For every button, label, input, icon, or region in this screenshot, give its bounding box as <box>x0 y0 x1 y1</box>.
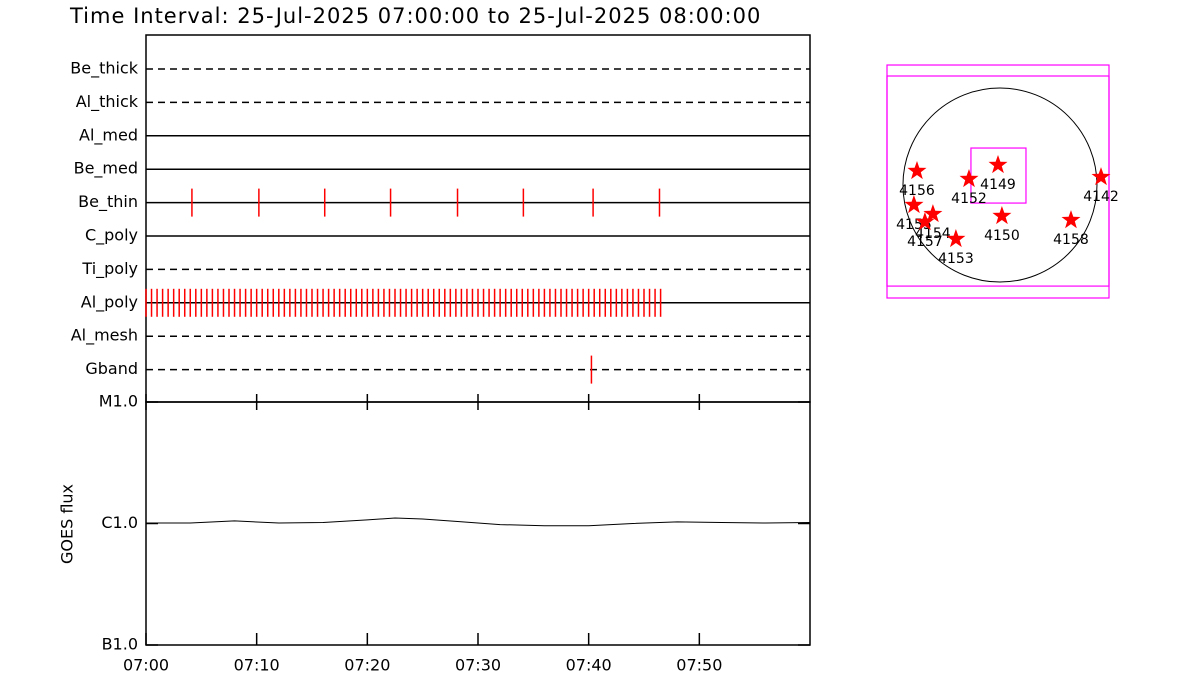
row-label: Al_mesh <box>71 326 138 346</box>
region-marker <box>1061 210 1081 229</box>
y-tick-label: M1.0 <box>99 392 138 411</box>
region-label: 4158 <box>1053 232 1089 248</box>
x-tick-label: 07:40 <box>566 656 612 675</box>
x-tick-label: 07:10 <box>234 656 280 675</box>
region-label: 4152 <box>951 191 987 207</box>
region-label: 4149 <box>980 177 1016 193</box>
row-label: Al_med <box>79 125 138 145</box>
region-marker <box>923 204 943 223</box>
row-label: Be_thick <box>70 59 138 79</box>
region-marker <box>915 212 935 231</box>
region-label: 4153 <box>938 251 974 267</box>
x-tick-label: 07:50 <box>676 656 722 675</box>
x-tick-label: 07:20 <box>344 656 390 675</box>
row-label: Be_med <box>74 159 138 179</box>
row-label: Al_poly <box>81 292 138 312</box>
region-marker <box>907 161 927 180</box>
row-label: Al_thick <box>76 92 139 112</box>
region-marker <box>904 195 924 214</box>
flux-line <box>146 517 811 527</box>
region-marker <box>946 229 966 248</box>
region-label: 4150 <box>984 228 1020 244</box>
region-marker <box>959 169 979 188</box>
row-label: Ti_poly <box>81 259 138 279</box>
x-tick-label: 07:00 <box>123 656 169 675</box>
y-tick-label: B1.0 <box>102 635 138 654</box>
region-marker <box>992 206 1012 225</box>
region-label: 4156 <box>899 183 935 199</box>
region-marker <box>1091 167 1111 186</box>
region-marker <box>988 155 1008 174</box>
region-label: 4142 <box>1083 189 1119 205</box>
solar-disk <box>902 87 1098 283</box>
row-label: Gband <box>85 359 138 378</box>
plot-frame <box>145 34 811 403</box>
row-label: C_poly <box>85 226 138 246</box>
field-of-view <box>886 75 1110 287</box>
y-tick-label: C1.0 <box>101 513 138 532</box>
region-label: 4157 <box>907 234 943 250</box>
x-tick-label: 07:30 <box>455 656 501 675</box>
row-label: Be_thin <box>78 192 138 212</box>
region-label: 4154 <box>915 226 951 242</box>
chart-title: Time Interval: 25-Jul-2025 07:00:00 to 2… <box>69 4 761 28</box>
y-axis-label: GOES flux <box>58 484 77 564</box>
